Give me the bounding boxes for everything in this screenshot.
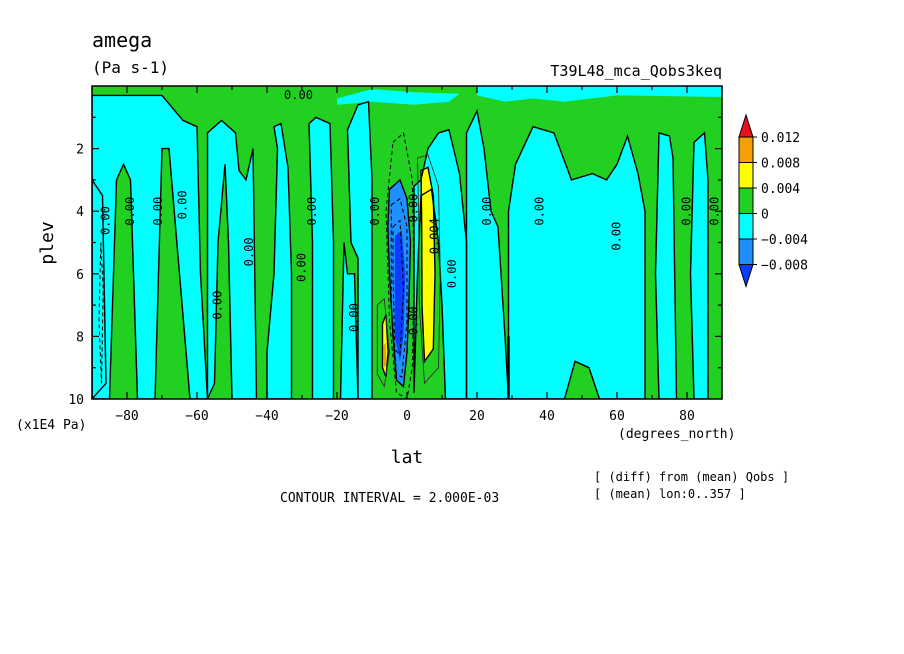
colorbar-segment <box>738 162 754 189</box>
chart-title: amega <box>92 28 152 52</box>
contour-label-19: 0.00 <box>708 197 722 226</box>
positive-contour-ring-1 <box>417 154 441 385</box>
colorbar-label: −0.008 <box>761 259 808 274</box>
contour-labels: 0.00 0.00 0.00 0.000.000.000.000.000.000.00… <box>99 88 722 335</box>
contour-label-9: 0.00 <box>347 303 361 332</box>
contour-label-2: 0.00 <box>123 197 137 226</box>
contour-label-11: 0.00 <box>407 194 421 223</box>
contour-label-17: 0.00 <box>610 222 624 251</box>
y-axis-label: plev <box>37 221 58 264</box>
cyan-region-20n-contour <box>465 108 510 399</box>
contour-label-1: 0.00 <box>99 206 113 235</box>
x-tick-label: −60 <box>185 409 208 424</box>
cyan-region-60s <box>207 120 257 399</box>
y-axis-units: (x1E4 Pa) <box>16 418 86 433</box>
y-tick-label: 4 <box>76 205 84 220</box>
y-tick-label: 8 <box>76 330 84 345</box>
colorbar-label: −0.004 <box>761 233 808 248</box>
x-axis: −80 −60 −40 −20 0 20 40 60 80 <box>91 86 723 424</box>
cyan-region-tropics-contour <box>413 128 468 399</box>
experiment-label: T39L48_mca_Qobs3keq <box>550 62 722 80</box>
blue-negative-center <box>394 230 406 362</box>
note-diff: [ (diff) from (mean) Qobs ] <box>594 470 789 484</box>
yellow-positive-core <box>421 167 435 362</box>
x-tick-label: 60 <box>609 409 625 424</box>
cyan-region-20n <box>466 111 509 399</box>
contour-label-18: 0.00 <box>680 197 694 226</box>
contour-label-10: 0.00 <box>368 197 382 226</box>
cyan-region-southern <box>92 95 208 399</box>
contour-label-14: 0.00 <box>445 259 459 288</box>
contour-label-12: 0.00 <box>407 306 421 335</box>
contour-label-3: 0.00 <box>151 197 165 226</box>
positive-contour-ring-2 <box>376 297 390 388</box>
yellow-positive-core-contour <box>420 166 436 364</box>
colorbar: 0.012 0.008 0.004 0 −0.004 −0.008 <box>738 113 808 289</box>
cyan-region-70n <box>655 132 677 399</box>
cyan-region-10s <box>347 101 372 399</box>
negative-contour-1 <box>385 131 415 399</box>
cyan-region-60s-contour <box>206 119 258 399</box>
x-tick-label: −20 <box>325 409 348 424</box>
cyan-region-southern-contour <box>92 94 209 399</box>
cyan-region-15s-contour <box>339 242 359 399</box>
contour-label-13: 0.004 <box>428 218 442 254</box>
plot-area: 0.00 0.00 0.00 0.000.000.000.000.000.000.00… <box>92 86 722 399</box>
cyan-region-north <box>508 126 645 399</box>
colorbar-label: 0 <box>761 208 769 223</box>
contour-label-8: 0.00 <box>305 197 319 226</box>
contour-label-20: 0.00 <box>284 88 313 102</box>
negative-contour-4 <box>98 242 104 384</box>
cyan-region-15s <box>340 242 358 399</box>
y-tick-label: 2 <box>76 143 84 158</box>
cyan-region-80n-contour <box>689 131 709 399</box>
x-tick-label: 20 <box>469 409 485 424</box>
y-tick-label: 10 <box>68 393 84 408</box>
y-axis: 2 4 6 8 10 <box>68 116 722 408</box>
lightblue-negative-core-contour <box>387 178 412 388</box>
contour-label-15: 0.00 <box>480 197 494 226</box>
cyan-strip-top-mid <box>337 89 460 105</box>
contour-label-6: 0.00 <box>242 237 256 266</box>
x-tick-label: 80 <box>679 409 695 424</box>
yellow-positive-south-contour <box>381 314 389 378</box>
x-axis-units: (degrees_north) <box>618 427 735 442</box>
colorbar-segment <box>738 136 754 163</box>
x-tick-label: −80 <box>115 409 138 424</box>
colorbar-top-triangle <box>738 113 754 138</box>
cyan-region-35s-contour <box>266 122 293 399</box>
cyan-region-25s <box>309 117 334 399</box>
x-tick-label: −40 <box>255 409 278 424</box>
contour-label-7: 0.00 <box>295 253 309 282</box>
contour-label-5: 0.00 <box>211 291 225 320</box>
colorbar-segment <box>738 238 754 265</box>
x-tick-label: 0 <box>403 409 411 424</box>
colorbar-segment <box>738 187 754 214</box>
orange-positive-patch <box>383 342 387 368</box>
contour-lines <box>92 94 709 399</box>
cyan-region-10s-contour <box>346 100 373 399</box>
cyan-region-70n-contour <box>654 131 678 399</box>
colorbar-label: 0.004 <box>761 182 800 197</box>
colorbar-bottom-triangle <box>738 264 754 289</box>
colorbar-label: 0.012 <box>761 131 800 146</box>
contour-interval: CONTOUR INTERVAL = 2.000E-03 <box>280 491 499 506</box>
y-tick-label: 6 <box>76 268 84 283</box>
negative-contour-2 <box>390 197 408 378</box>
cyan-region-35s <box>267 123 292 399</box>
contour-label-16: 0.00 <box>533 197 547 226</box>
x-axis-label: lat <box>391 447 424 468</box>
cyan-region-80n <box>690 132 708 399</box>
colorbar-segment <box>738 213 754 240</box>
cyan-strip-top-north <box>477 86 722 102</box>
cyan-region-north-contour <box>507 125 646 399</box>
contour-label-4: 0.00 <box>176 190 190 219</box>
cyan-wedge-south-contour <box>92 178 107 399</box>
colorbar-label: 0.008 <box>761 157 800 172</box>
chart-units: (Pa s-1) <box>92 58 169 77</box>
note-mean: [ (mean) lon:0..357 ] <box>594 487 746 501</box>
x-tick-label: 40 <box>539 409 555 424</box>
cyan-region-25s-contour <box>308 116 335 399</box>
negative-contour-3 <box>392 219 405 357</box>
